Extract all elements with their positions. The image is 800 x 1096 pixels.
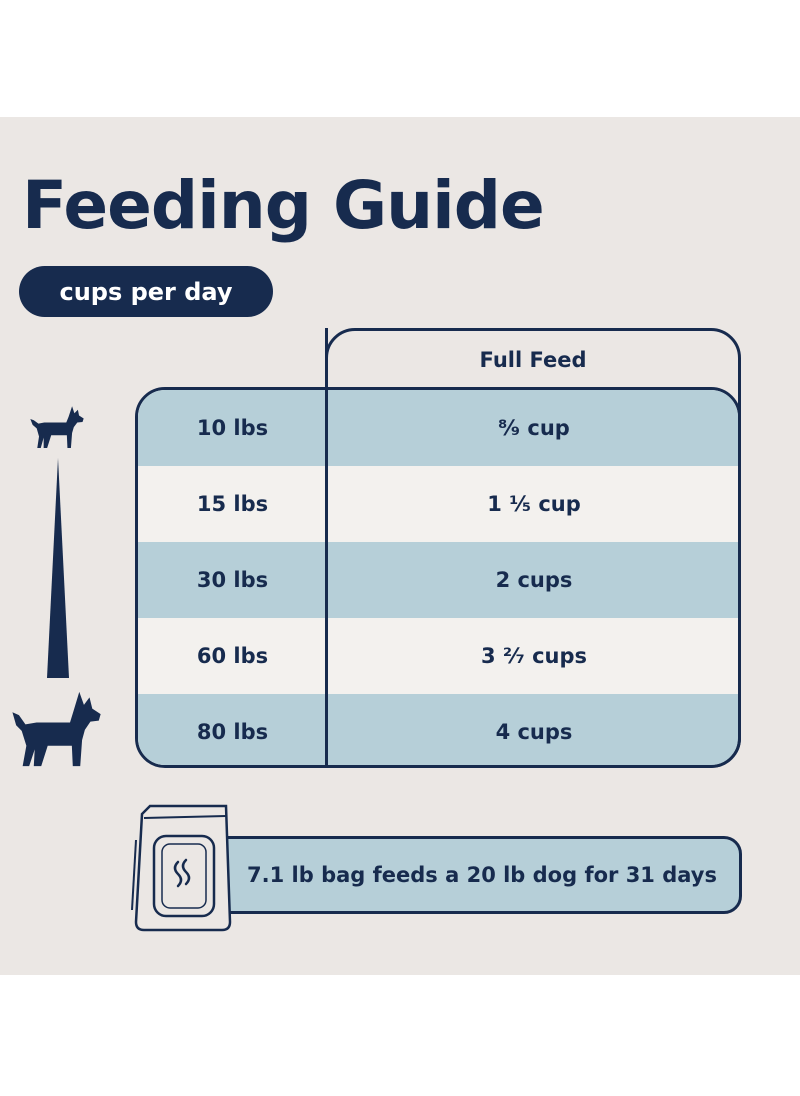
weight-cell: 10 lbs [196,416,269,440]
small-dog-icon [30,406,84,449]
weight-cell: 80 lbs [196,720,269,744]
feed-cell: 1 ¹⁄₅ cup [487,492,581,516]
size-wedge-icon [47,458,69,678]
column-divider [325,328,328,768]
feed-cell: 3 ²⁄₇ cups [480,644,588,668]
table-row: 80 lbs 4 cups [138,694,738,765]
feed-cell: 4 cups [495,720,573,744]
feed-cell: 2 cups [495,568,573,592]
table-row: 30 lbs 2 cups [138,542,738,618]
column-header-full-feed: Full Feed [479,348,587,372]
table-row: 15 lbs 1 ¹⁄₅ cup [138,466,738,542]
bag-duration-text: 7.1 lb bag feeds a 20 lb dog for 31 days [247,863,717,887]
table-row: 60 lbs 3 ²⁄₇ cups [138,618,738,694]
cups-per-day-badge: cups per day [19,266,273,317]
feed-cell: ⁸⁄₉ cup [498,416,570,440]
table-row: 10 lbs ⁸⁄₉ cup [138,390,738,466]
weight-cell: 30 lbs [196,568,269,592]
large-dog-icon [12,691,101,767]
weight-cell: 60 lbs [196,644,269,668]
feeding-table: 10 lbs ⁸⁄₉ cup 15 lbs 1 ¹⁄₅ cup 30 lbs 2… [135,387,741,768]
bag-duration-note [210,836,742,914]
food-bag-icon [131,804,232,932]
weight-cell: 15 lbs [196,492,269,516]
page-title: Feeding Guide [22,167,545,244]
